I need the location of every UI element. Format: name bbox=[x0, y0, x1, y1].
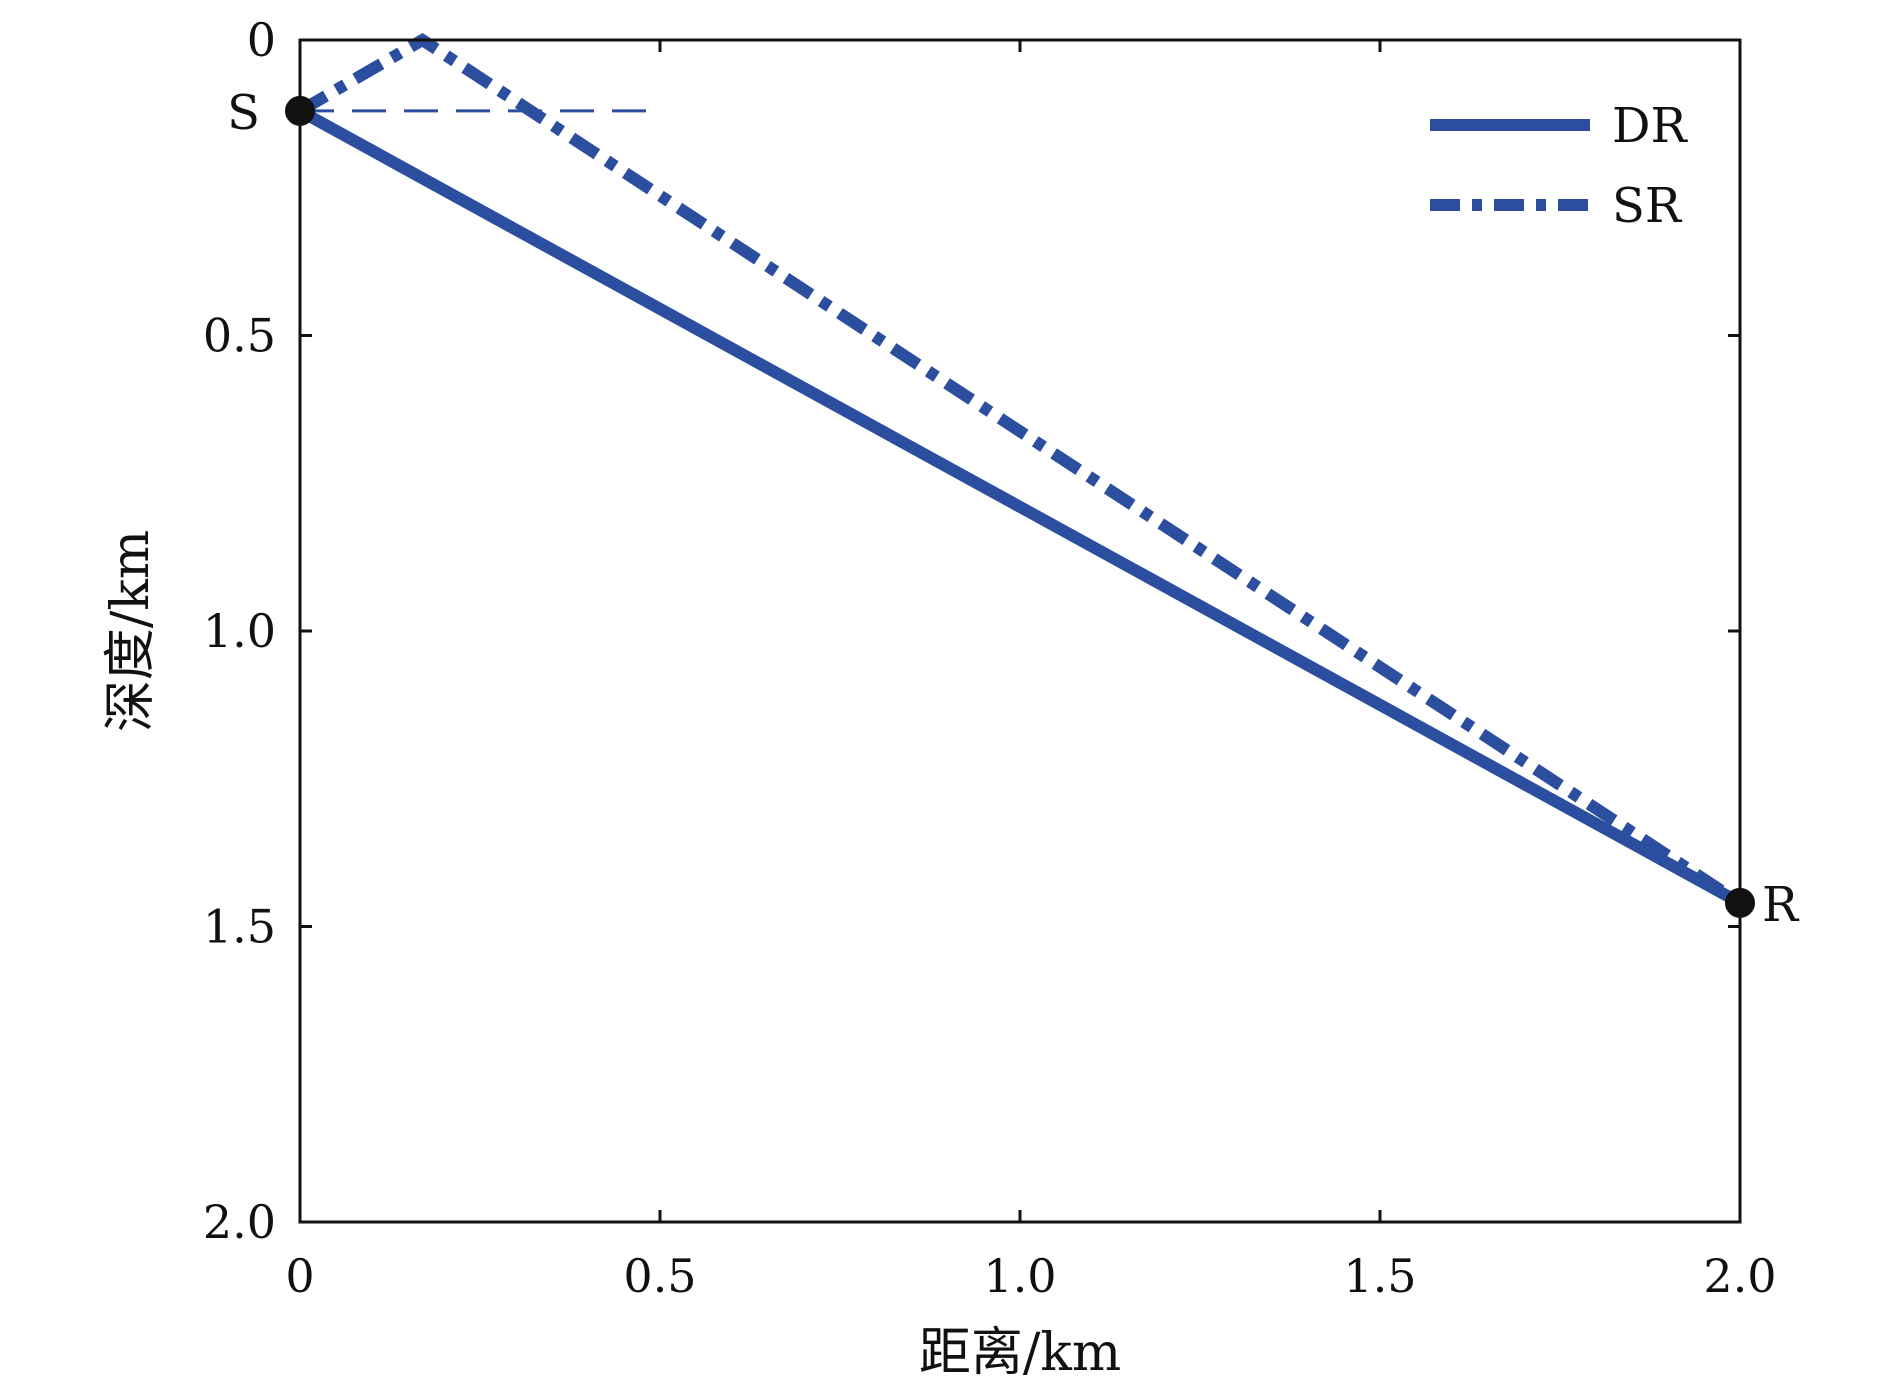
y-tick-label: 0.5 bbox=[203, 309, 276, 363]
axes: 0 0.5 1.0 1.5 2.000.51.01.52.0 bbox=[203, 13, 1777, 1303]
legend: DR SR bbox=[1430, 98, 1688, 234]
series-line-sr bbox=[296, 32, 1744, 908]
plot-frame bbox=[298, 38, 1742, 1224]
y-tick-label: 1.0 bbox=[203, 604, 276, 658]
x-tick-label: 0.5 bbox=[623, 1249, 696, 1303]
x-tick-label: 0 bbox=[285, 1249, 314, 1303]
plot-area: SR bbox=[227, 32, 1800, 933]
x-axis-label: 距离/km bbox=[919, 1323, 1121, 1383]
y-tick-label: 0 bbox=[247, 13, 276, 67]
point-label-r: R bbox=[1762, 877, 1800, 933]
x-tick-label: 1.0 bbox=[983, 1249, 1056, 1303]
legend-label-sr: SR bbox=[1612, 178, 1683, 234]
x-tick-label: 2.0 bbox=[1703, 1249, 1776, 1303]
point-label-s: S bbox=[227, 85, 260, 141]
y-tick-label: 2.0 bbox=[203, 1195, 276, 1249]
x-tick-label: 1.5 bbox=[1343, 1249, 1416, 1303]
y-axis-label: 深度/km bbox=[101, 530, 161, 732]
y-tick-label: 1.5 bbox=[203, 900, 276, 954]
series-line-dr bbox=[297, 105, 1743, 909]
legend-label-dr: DR bbox=[1612, 98, 1688, 154]
